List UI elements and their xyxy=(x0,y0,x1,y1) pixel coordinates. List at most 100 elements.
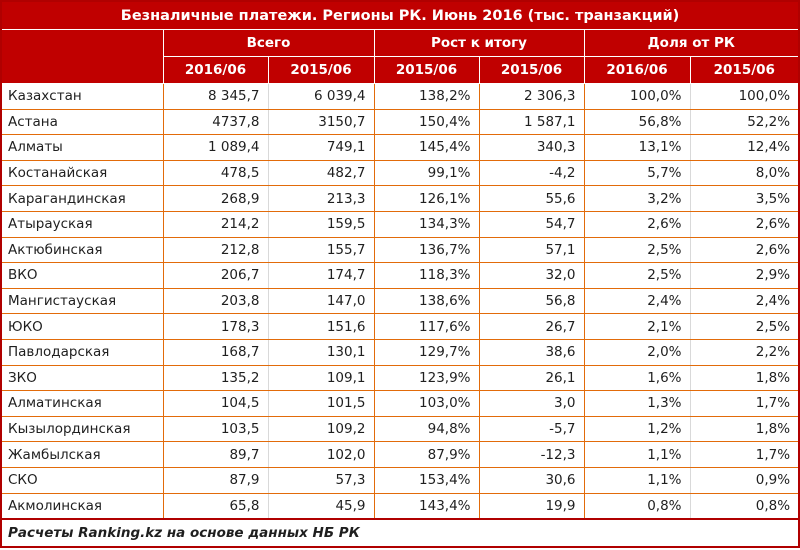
value-cell: 117,6% xyxy=(373,313,479,340)
value-cell: 2,4% xyxy=(583,288,690,315)
value-cell: 55,6 xyxy=(478,185,584,212)
value-cell: 2,6% xyxy=(689,211,798,238)
value-cell: 87,9% xyxy=(373,441,479,468)
table-row: Алматы 1 089,4 749,1 145,4% 340,3 13,1% 12,4% xyxy=(2,134,798,161)
value-cell: 103,0% xyxy=(373,390,479,417)
group-header-total: Всего xyxy=(162,29,375,57)
value-cell: 26,1 xyxy=(478,365,584,392)
table-row: Алматинская 104,5 101,5 103,0% 3,0 1,3% 1,7% xyxy=(2,390,798,417)
region-cell: Костанайская xyxy=(2,160,163,187)
value-cell: 2,5% xyxy=(583,262,690,289)
value-cell: 8,0% xyxy=(689,160,798,187)
value-cell: 2,4% xyxy=(689,288,798,315)
region-cell: Казахстан xyxy=(2,83,163,110)
value-cell: 100,0% xyxy=(583,83,690,110)
value-cell: 45,9 xyxy=(267,493,374,520)
value-cell: 56,8 xyxy=(478,288,584,315)
value-cell: 482,7 xyxy=(267,160,374,187)
value-cell: 153,4% xyxy=(373,467,479,494)
region-cell: Жамбылская xyxy=(2,441,163,468)
value-cell: 104,5 xyxy=(162,390,268,417)
table-row: Костанайская 478,5 482,7 99,1% -4,2 5,7% 8,0% xyxy=(2,160,798,187)
table-row: Карагандинская 268,9 213,3 126,1% 55,6 3,2% 3,… xyxy=(2,185,798,212)
table-row: СКО 87,9 57,3 153,4% 30,6 1,1% 0,9% xyxy=(2,467,798,494)
region-cell: Астана xyxy=(2,109,163,136)
value-cell: 135,2 xyxy=(162,365,268,392)
table-footer: Расчеты Ranking.kz на основе данных НБ Р… xyxy=(2,518,798,546)
value-cell: 32,0 xyxy=(478,262,584,289)
region-cell: Атырауская xyxy=(2,211,163,238)
year-header-row: 2016/06 2015/06 2015/06 2015/06 2016/06 … xyxy=(2,56,798,84)
value-cell: -5,7 xyxy=(478,416,584,443)
col-header-total-2015: 2015/06 xyxy=(267,56,375,84)
region-cell: Акмолинская xyxy=(2,493,163,520)
value-cell: 13,1% xyxy=(583,134,690,161)
value-cell: 3150,7 xyxy=(267,109,374,136)
value-cell: 1,8% xyxy=(689,416,798,443)
value-cell: 3,5% xyxy=(689,185,798,212)
region-cell: ЮКО xyxy=(2,313,163,340)
value-cell: 30,6 xyxy=(478,467,584,494)
footer-row: Расчеты Ranking.kz на основе данных НБ Р… xyxy=(2,518,798,546)
value-cell: 0,8% xyxy=(583,493,690,520)
value-cell: 94,8% xyxy=(373,416,479,443)
col-header-share-2016: 2016/06 xyxy=(583,56,691,84)
table-row: ВКО 206,7 174,7 118,3% 32,0 2,5% 2,9% xyxy=(2,262,798,289)
value-cell: 214,2 xyxy=(162,211,268,238)
region-cell: Актюбинская xyxy=(2,237,163,264)
value-cell: 1,3% xyxy=(583,390,690,417)
value-cell: 2,0% xyxy=(583,339,690,366)
value-cell: 159,5 xyxy=(267,211,374,238)
table-row: Актюбинская 212,8 155,7 136,7% 57,1 2,5% 2,6% xyxy=(2,237,798,264)
value-cell: 1,8% xyxy=(689,365,798,392)
value-cell: 150,4% xyxy=(373,109,479,136)
value-cell: 138,2% xyxy=(373,83,479,110)
table-row: Астана 4737,8 3150,7 150,4% 1 587,1 56,8% 52,2… xyxy=(2,109,798,136)
value-cell: 89,7 xyxy=(162,441,268,468)
region-cell: Алматы xyxy=(2,134,163,161)
value-cell: 134,3% xyxy=(373,211,479,238)
value-cell: 8 345,7 xyxy=(162,83,268,110)
group-header-growth: Рост к итогу xyxy=(373,29,585,57)
value-cell: 151,6 xyxy=(267,313,374,340)
source-note: Расчеты Ranking.kz на основе данных НБ Р… xyxy=(2,518,798,546)
value-cell: 213,3 xyxy=(267,185,374,212)
value-cell: 155,7 xyxy=(267,237,374,264)
group-header-share: Доля от РК xyxy=(583,29,798,57)
table-row: Павлодарская 168,7 130,1 129,7% 38,6 2,0% 2,2% xyxy=(2,339,798,366)
table-row: ЮКО 178,3 151,6 117,6% 26,7 2,1% 2,5% xyxy=(2,313,798,340)
value-cell: 0,8% xyxy=(689,493,798,520)
value-cell: 1,2% xyxy=(583,416,690,443)
table-row: Казахстан 8 345,7 6 039,4 138,2% 2 306,3 100,… xyxy=(2,83,798,110)
table-row: Мангистауская 203,8 147,0 138,6% 56,8 2,4% 2,4… xyxy=(2,288,798,315)
value-cell: 87,9 xyxy=(162,467,268,494)
value-cell: 2,6% xyxy=(583,211,690,238)
col-header-share-2015: 2015/06 xyxy=(689,56,798,84)
value-cell: 103,5 xyxy=(162,416,268,443)
value-cell: 6 039,4 xyxy=(267,83,374,110)
value-cell: 2,5% xyxy=(689,313,798,340)
value-cell: 174,7 xyxy=(267,262,374,289)
value-cell: 749,1 xyxy=(267,134,374,161)
value-cell: 2,5% xyxy=(583,237,690,264)
group-header-row: Всего Рост к итогу Доля от РК xyxy=(2,29,798,84)
value-cell: 147,0 xyxy=(267,288,374,315)
value-cell: 57,1 xyxy=(478,237,584,264)
value-cell: 145,4% xyxy=(373,134,479,161)
value-cell: 118,3% xyxy=(373,262,479,289)
table-row: Атырауская 214,2 159,5 134,3% 54,7 2,6% 2,6% xyxy=(2,211,798,238)
value-cell: 102,0 xyxy=(267,441,374,468)
value-cell: 126,1% xyxy=(373,185,479,212)
value-cell: 478,5 xyxy=(162,160,268,187)
region-cell: Кызылординская xyxy=(2,416,163,443)
value-cell: 38,6 xyxy=(478,339,584,366)
value-cell: 129,7% xyxy=(373,339,479,366)
title-row: Безналичные платежи. Регионы РК. Июнь 20… xyxy=(2,2,798,30)
region-cell: Карагандинская xyxy=(2,185,163,212)
value-cell: 138,6% xyxy=(373,288,479,315)
value-cell: -12,3 xyxy=(478,441,584,468)
region-cell: Павлодарская xyxy=(2,339,163,366)
value-cell: 5,7% xyxy=(583,160,690,187)
region-cell: Мангистауская xyxy=(2,288,163,315)
